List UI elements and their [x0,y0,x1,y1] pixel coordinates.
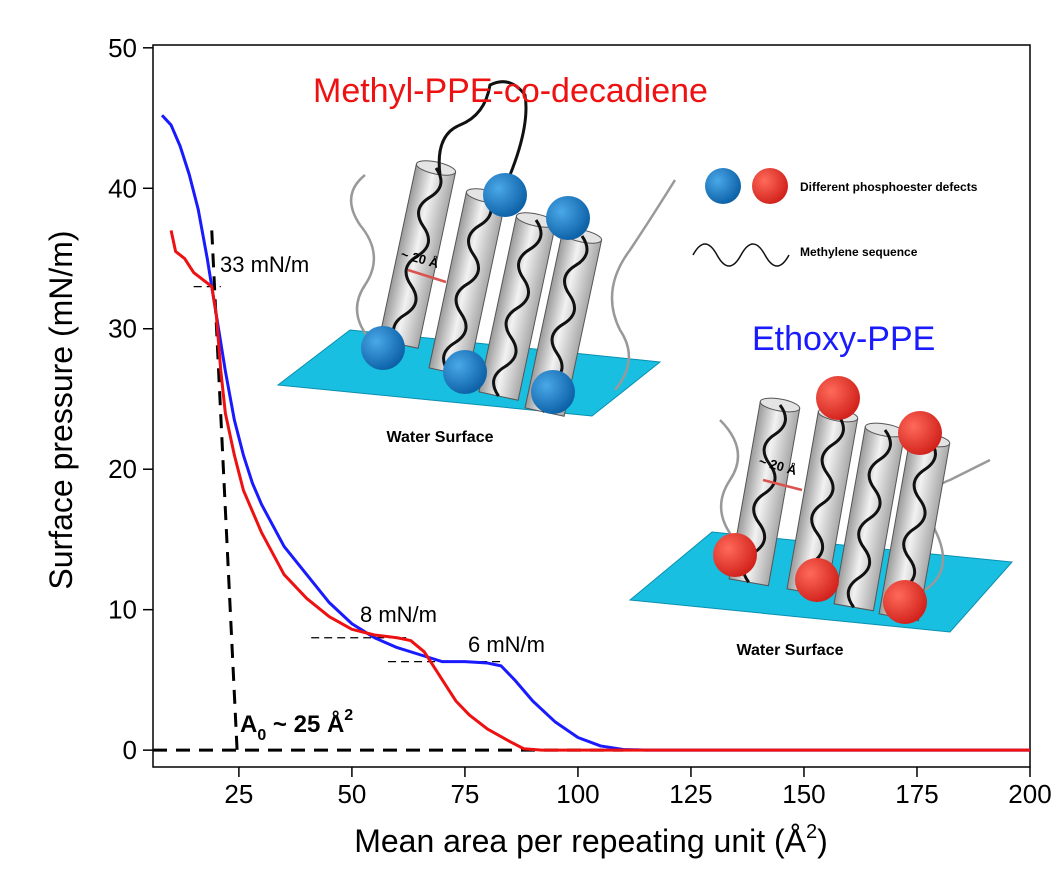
sphere [898,411,942,455]
y-tick-label: 0 [123,735,137,765]
sphere [531,370,575,414]
x-axis-label-sup: 2 [806,821,817,843]
sphere [705,168,741,204]
series-label: Ethoxy-PPE [752,320,935,358]
sphere [546,196,590,240]
y-tick-label: 10 [108,595,137,625]
sphere [816,376,860,420]
legend-text: Different phosphoester defects [800,180,978,194]
illustration-blue: ~ 20 Å Water Surface [278,82,675,446]
y-tick-label: 50 [108,33,137,63]
chain [720,420,738,540]
sphere [443,350,487,394]
a0-part: A [240,711,257,738]
x-tick-label: 75 [450,779,479,809]
y-tick-label: 30 [108,314,137,344]
x-tick-label: 150 [782,779,825,809]
y-tick-label: 20 [108,454,137,484]
a0-label: A0 ~ 25 Å2 [240,707,353,744]
x-tick-label: 125 [669,779,712,809]
sphere [752,168,788,204]
illustration-legend: Different phosphoester defects Methylene… [693,168,978,266]
y-tick-label: 40 [108,173,137,203]
a0-sub: 0 [257,727,266,744]
a0-sup: 2 [344,707,353,724]
x-tick-label: 200 [1008,779,1051,809]
water-surface-label: Water Surface [387,429,494,446]
legend-text: Methylene sequence [800,245,918,259]
x-tick-label: 50 [337,779,366,809]
sphere [795,558,839,602]
sphere [361,326,405,370]
x-axis-label: Mean area per repeating unit (Å2) [354,821,828,859]
methylene-icon [693,244,789,266]
x-tick-label: 100 [556,779,599,809]
chain [351,175,375,345]
annotation: 8 mN/m [360,602,437,627]
x-axis-label-part: Mean area per repeating unit (Å [354,823,806,859]
y-axis-label: Surface pressure (mN/m) [43,230,79,589]
annotation: 33 mN/m [220,252,309,277]
sphere [483,173,527,217]
water-surface-label: Water Surface [737,642,844,659]
a0-part: ~ 25 Å [266,710,344,738]
sphere [713,533,757,577]
sphere [883,580,927,624]
annotation: 6 mN/m [468,632,545,657]
x-tick-label: 25 [224,779,253,809]
x-axis-label-part: ) [817,823,828,859]
chart: ~ 20 Å Water Surface ~ 20 Å Water Surfac… [0,0,1058,881]
x-tick-label: 175 [895,779,938,809]
series-label: Methyl-PPE-co-decadiene [313,72,708,110]
illustration-red: ~ 20 Å Water Surface [630,376,1012,659]
